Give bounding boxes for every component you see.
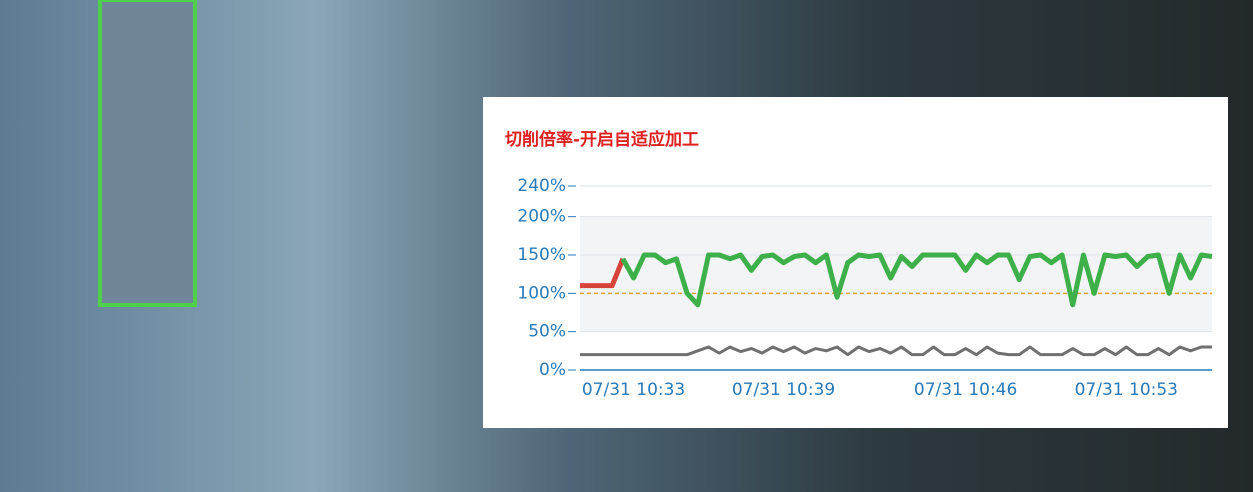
plot-band — [580, 217, 1212, 332]
y-tick-label: 150% — [517, 245, 566, 265]
y-tick-label: 50% — [528, 322, 566, 342]
y-tick-label: 100% — [517, 283, 566, 303]
x-tick-label: 07/31 10:46 — [914, 380, 1017, 400]
chart: 切削倍率-开启自适应加工 0% 50% 100% 150% 200% 240% 07/31 … — [0, 0, 1253, 492]
chart-title: 切削倍率-开启自适应加工 — [505, 129, 699, 150]
x-tick-label: 07/31 10:39 — [732, 380, 835, 400]
screenshot: 切削倍率-开启自适应加工 0% 50% 100% 150% 200% 240% 07/31 … — [0, 0, 1253, 492]
y-tick-label: 200% — [517, 207, 566, 227]
x-tick-label: 07/31 10:53 — [1075, 380, 1178, 400]
x-tick-label: 07/31 10:33 — [582, 380, 685, 400]
tool-image — [100, 0, 195, 305]
y-tick-label: 240% — [517, 176, 566, 196]
y-tick-label: 0% — [539, 360, 566, 380]
